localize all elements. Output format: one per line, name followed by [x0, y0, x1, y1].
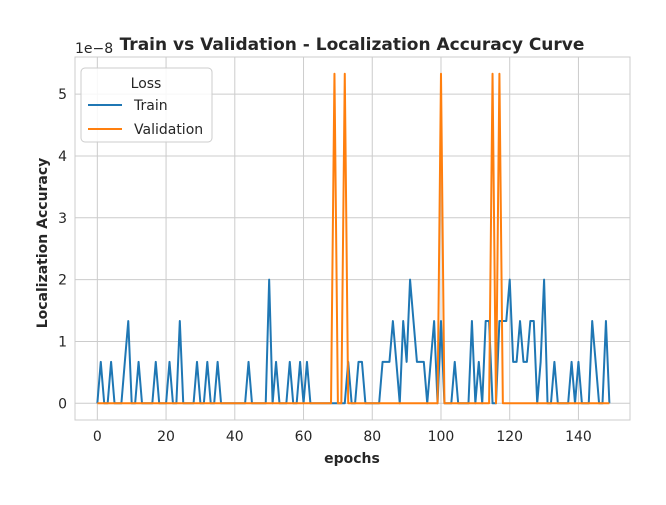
x-tick-label: 80: [363, 429, 381, 445]
x-tick-label: 120: [496, 429, 523, 445]
x-tick-label: 60: [295, 429, 313, 445]
y-tick-label: 1: [58, 334, 67, 350]
series-line-validation: [97, 72, 610, 405]
y-tick-label: 5: [58, 87, 67, 103]
y-offset-label: 1e−8: [75, 41, 113, 57]
y-axis-label: Localization Accuracy: [35, 158, 51, 329]
legend-box: [80, 67, 213, 143]
y-tick-label: 4: [58, 149, 67, 165]
x-tick-label: 140: [565, 429, 592, 445]
y-tick-label: 0: [58, 396, 67, 412]
chart-title: Train vs Validation - Localization Accur…: [120, 35, 585, 55]
series-layer: [96, 72, 611, 405]
y-tick-label: 2: [58, 273, 67, 289]
x-axis-label: epochs: [324, 451, 380, 467]
legend-label-validation: Validation: [134, 122, 203, 138]
legend: Loss Train Validation: [80, 67, 213, 143]
x-tick-label: 0: [93, 429, 102, 445]
legend-label-train: Train: [133, 98, 168, 114]
x-tick-label: 40: [226, 429, 244, 445]
x-tick-label: 100: [428, 429, 455, 445]
x-tick-label: 20: [157, 429, 175, 445]
tick-labels: 0 20 40 60 80 100 120 140 0 1 2 3 4 5: [58, 87, 592, 445]
legend-title: Loss: [131, 76, 162, 92]
plot-frame: [74, 56, 631, 421]
y-tick-label: 3: [58, 211, 67, 227]
